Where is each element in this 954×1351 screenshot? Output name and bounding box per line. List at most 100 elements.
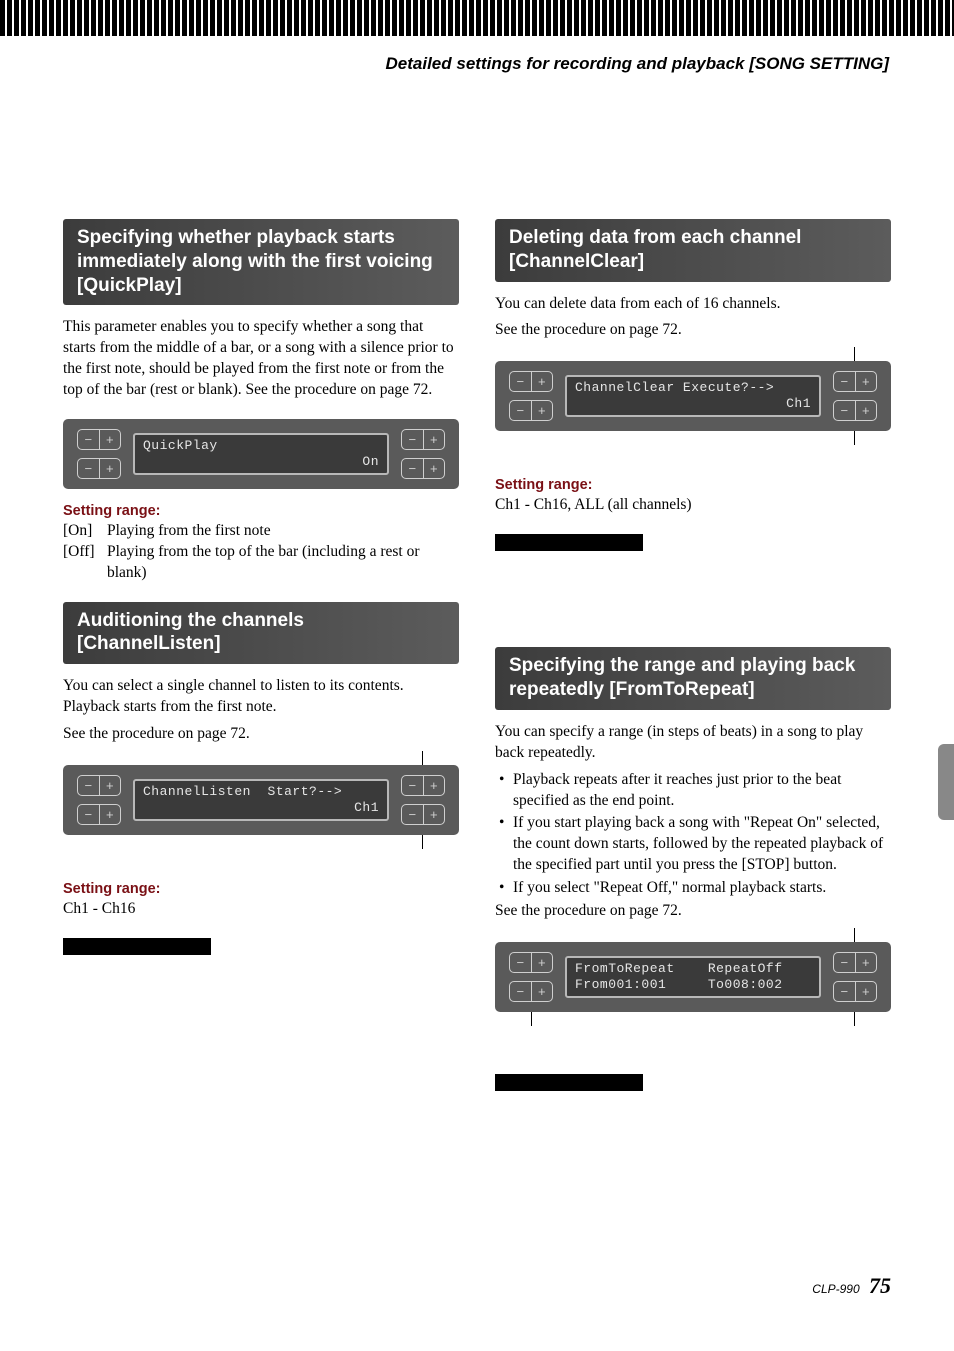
plus-icon: + (856, 401, 877, 420)
minus-plus-button-d[interactable]: −+ (401, 458, 445, 479)
lcd-line2: Ch1 (143, 800, 379, 816)
minus-icon: − (834, 401, 856, 420)
plus-icon: + (856, 982, 877, 1001)
lcd-line1: ChannelClear Execute?--> (575, 380, 811, 396)
setting-range-label: Setting range: (63, 881, 459, 897)
minus-plus-button-b[interactable]: −+ (509, 400, 553, 421)
lcd-display: QuickPlay On (133, 433, 389, 475)
minus-plus-button-c[interactable]: −+ (833, 952, 877, 973)
body-text: See the procedure on page 72. (495, 320, 891, 341)
minus-plus-button-c[interactable]: −+ (833, 371, 877, 392)
plus-icon: + (424, 459, 445, 478)
callout-line (422, 751, 423, 765)
minus-icon: − (834, 953, 856, 972)
plus-icon: + (100, 430, 121, 449)
option-key: [Off] (63, 542, 107, 584)
minus-plus-button-c[interactable]: −+ (401, 775, 445, 796)
setting-range-label: Setting range: (63, 503, 459, 519)
minus-plus-button-d[interactable]: −+ (833, 981, 877, 1002)
minus-icon: − (510, 953, 532, 972)
minus-plus-button-a[interactable]: −+ (77, 429, 121, 450)
lcd-display: ChannelListen Start?--> Ch1 (133, 779, 389, 821)
body-text: You can specify a range (in steps of bea… (495, 722, 891, 764)
minus-plus-button-d[interactable]: −+ (401, 804, 445, 825)
lcd-module-quickplay: −+ −+ QuickPlay On −+ −+ (63, 419, 459, 489)
minus-icon: − (402, 430, 424, 449)
minus-icon: − (78, 430, 100, 449)
running-head: Detailed settings for recording and play… (0, 36, 954, 74)
minus-icon: − (510, 372, 532, 391)
callout-line (854, 347, 855, 361)
lcd-display: FromToRepeat RepeatOff From001:001 To008… (565, 956, 821, 998)
section-head-fromtorepeat: Specifying the range and playing back re… (495, 647, 891, 710)
range-value: Ch1 - Ch16, ALL (all channels) (495, 495, 891, 516)
setting-range-label: Setting range: (495, 477, 891, 493)
minus-icon: − (402, 776, 424, 795)
right-column: Deleting data from each channel [Channel… (495, 219, 891, 1091)
top-barcode-strip (0, 0, 954, 36)
plus-icon: + (856, 953, 877, 972)
range-value: Ch1 - Ch16 (63, 899, 459, 920)
minus-plus-button-d[interactable]: −+ (833, 400, 877, 421)
minus-icon: − (78, 459, 100, 478)
lcd-line2: On (143, 454, 379, 470)
plus-icon: + (424, 776, 445, 795)
body-text: This parameter enables you to specify wh… (63, 317, 459, 401)
black-bar (495, 1074, 643, 1091)
minus-icon: − (834, 982, 856, 1001)
lcd-line2: From001:001 To008:002 (575, 977, 811, 993)
lcd-line1: ChannelListen Start?--> (143, 784, 379, 800)
body-text: See the procedure on page 72. (63, 724, 459, 745)
callout-line (531, 1012, 532, 1026)
callout-line (422, 835, 423, 849)
plus-icon: + (532, 401, 553, 420)
lcd-module-channelclear: −+ −+ ChannelClear Execute?--> Ch1 −+ −+ (495, 361, 891, 431)
minus-plus-button-b[interactable]: −+ (509, 981, 553, 1002)
section-head-quickplay: Specifying whether playback starts immed… (63, 219, 459, 305)
lcd-line1: FromToRepeat RepeatOff (575, 961, 811, 977)
section-head-channelclear: Deleting data from each channel [Channel… (495, 219, 891, 282)
plus-icon: + (532, 953, 553, 972)
minus-plus-button-a[interactable]: −+ (77, 775, 121, 796)
minus-icon: − (510, 982, 532, 1001)
lcd-line1: QuickPlay (143, 438, 379, 454)
black-bar (495, 534, 643, 551)
option-key: [On] (63, 521, 107, 542)
footer-page: 75 (869, 1273, 891, 1298)
plus-icon: + (424, 430, 445, 449)
option-on: [On] Playing from the first note (63, 521, 459, 542)
lcd-module-fromtorepeat: −+ −+ FromToRepeat RepeatOff From001:001… (495, 942, 891, 1012)
bullet-item: Playback repeats after it reaches just p… (495, 770, 891, 812)
option-off: [Off] Playing from the top of the bar (i… (63, 542, 459, 584)
plus-icon: + (424, 805, 445, 824)
minus-icon: − (78, 805, 100, 824)
callout-line (854, 1012, 855, 1026)
minus-plus-button-b[interactable]: −+ (77, 458, 121, 479)
minus-plus-button-a[interactable]: −+ (509, 952, 553, 973)
option-value: Playing from the top of the bar (includi… (107, 542, 459, 584)
minus-plus-button-c[interactable]: −+ (401, 429, 445, 450)
plus-icon: + (100, 776, 121, 795)
plus-icon: + (856, 372, 877, 391)
lcd-module-channellisten: −+ −+ ChannelListen Start?--> Ch1 −+ −+ (63, 765, 459, 835)
footer-model: CLP-990 (812, 1282, 859, 1296)
plus-icon: + (100, 459, 121, 478)
minus-plus-button-a[interactable]: −+ (509, 371, 553, 392)
plus-icon: + (100, 805, 121, 824)
minus-icon: − (834, 372, 856, 391)
section-head-channellisten: Auditioning the channels [ChannelListen] (63, 602, 459, 665)
callout-line (854, 928, 855, 942)
lcd-line2: Ch1 (575, 396, 811, 412)
side-tab (938, 744, 954, 820)
callout-line (854, 431, 855, 445)
page-body: Specifying whether playback starts immed… (0, 74, 954, 1091)
minus-icon: − (78, 776, 100, 795)
lcd-display: ChannelClear Execute?--> Ch1 (565, 375, 821, 417)
option-value: Playing from the first note (107, 521, 271, 542)
plus-icon: + (532, 982, 553, 1001)
plus-icon: + (532, 372, 553, 391)
minus-icon: − (402, 459, 424, 478)
bullet-item: If you select "Repeat Off," normal playb… (495, 878, 891, 899)
minus-plus-button-b[interactable]: −+ (77, 804, 121, 825)
body-text: You can delete data from each of 16 chan… (495, 294, 891, 315)
